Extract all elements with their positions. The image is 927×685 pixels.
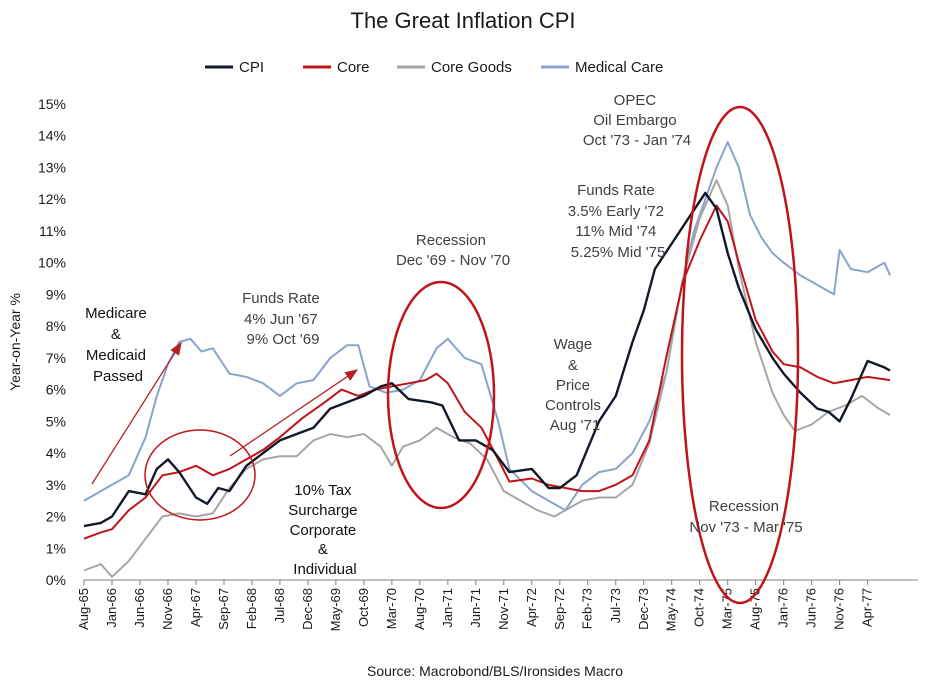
annotation-funds-rate-1974: Funds Rate 3.5% Early '72 11% Mid '74 5.…: [568, 182, 668, 261]
x-tick-label: Apr-77: [860, 588, 875, 627]
y-tick-label: 13%: [38, 159, 66, 175]
y-tick-label: 8%: [46, 318, 66, 334]
x-axis: Aug-65 Jan-66 Jun-66 Nov-66 Apr-67 Sep-67 Feb-…: [76, 580, 875, 631]
annotation-medicare: Medicare & Medicaid Passed: [85, 305, 151, 385]
x-tick-label: Aug-70: [412, 588, 427, 630]
legend-label-core: Core: [337, 59, 370, 76]
y-tick-label: 1%: [46, 540, 66, 556]
series-line-cpi: [83, 191, 891, 528]
x-tick-label: Nov-76: [832, 588, 847, 630]
x-tick-label: Jun-76: [804, 588, 819, 628]
x-tick-label: Nov-71: [496, 588, 511, 630]
x-tick-label: May-69: [328, 588, 343, 631]
highlight-ellipse-recession-1970: [386, 280, 496, 510]
legend-label-cpi: CPI: [239, 59, 264, 76]
x-tick-label: Jan-66: [104, 588, 119, 628]
highlight-ellipse-recession-1974: [680, 105, 800, 605]
annotation-opec-embargo: OPEC Oil Embargo Oct '73 - Jan '74: [583, 92, 691, 149]
x-tick-label: Sep-72: [552, 588, 567, 630]
legend-label-core-goods: Core Goods: [431, 59, 512, 76]
y-tick-label: 4%: [46, 445, 66, 461]
y-tick-label: 12%: [38, 191, 66, 207]
series-line-medical-care: [83, 141, 891, 512]
x-tick-label: Sep-67: [216, 588, 231, 630]
chart-title: The Great Inflation CPI: [351, 8, 576, 33]
x-tick-label: Dec-73: [636, 588, 651, 630]
x-tick-label: Nov-66: [160, 588, 175, 630]
annotation-recession-1970: Recession Dec '69 - Nov '70: [396, 232, 510, 269]
y-tick-label: 15%: [38, 96, 66, 112]
x-tick-label: Jul-73: [608, 588, 623, 623]
legend-label-medical-care: Medical Care: [575, 59, 663, 76]
legend: CPI Core Core Goods Medical Care: [205, 59, 663, 76]
x-tick-label: Jul-68: [272, 588, 287, 623]
x-tick-label: Apr-72: [524, 588, 539, 627]
annotation-wage-price-controls: Wage & Price Controls Aug '71: [545, 336, 605, 434]
x-tick-label: Feb-68: [244, 588, 259, 629]
series-line-core-goods: [83, 179, 891, 578]
annotation-tax-surcharge: 10% Tax Surcharge Corporate & Individual: [288, 482, 361, 578]
y-tick-label: 3%: [46, 477, 66, 493]
x-tick-label: Aug-65: [76, 588, 91, 630]
x-tick-label: May-74: [664, 588, 679, 631]
y-tick-label: 11%: [39, 223, 66, 239]
y-tick-label: 9%: [46, 286, 66, 302]
x-tick-label: Mar-70: [384, 588, 399, 629]
x-tick-label: Jun-71: [468, 588, 483, 628]
x-tick-label: Jan-71: [440, 588, 455, 628]
highlight-ellipse-1967: [144, 429, 256, 521]
x-tick-label: Oct-69: [356, 588, 371, 627]
x-tick-label: Jun-66: [132, 588, 147, 628]
x-tick-label: Feb-73: [580, 588, 595, 629]
annotation-funds-rate-1967: Funds Rate 4% Jun '67 9% Oct '69: [242, 290, 324, 348]
arrow-tax-surcharge: [229, 369, 359, 457]
y-axis: 0% 1% 2% 3% 4% 5% 6% 7% 8% 9% 10% 11% 12% 13% 14% 15%: [38, 96, 66, 588]
arrow-medicare: [91, 341, 182, 485]
y-tick-label: 5%: [46, 413, 66, 429]
x-tick-label: Jan-76: [776, 588, 791, 628]
y-tick-label: 6%: [46, 382, 66, 398]
y-tick-label: 0%: [46, 572, 66, 588]
y-tick-label: 10%: [38, 255, 66, 271]
source-note: Source: Macrobond/BLS/Ironsides Macro: [367, 663, 623, 679]
y-tick-label: 7%: [46, 350, 66, 366]
annotation-recession-1974: Recession Nov '73 - Mar '75: [689, 498, 802, 536]
x-tick-label: Oct-74: [692, 588, 707, 627]
y-axis-label: Year-on-Year %: [7, 293, 23, 391]
x-tick-label: Apr-67: [188, 588, 203, 627]
x-tick-label: Dec-68: [300, 588, 315, 630]
x-tick-label: Mar-75: [720, 588, 735, 629]
y-tick-label: 14%: [38, 128, 66, 144]
y-tick-label: 2%: [46, 509, 66, 525]
